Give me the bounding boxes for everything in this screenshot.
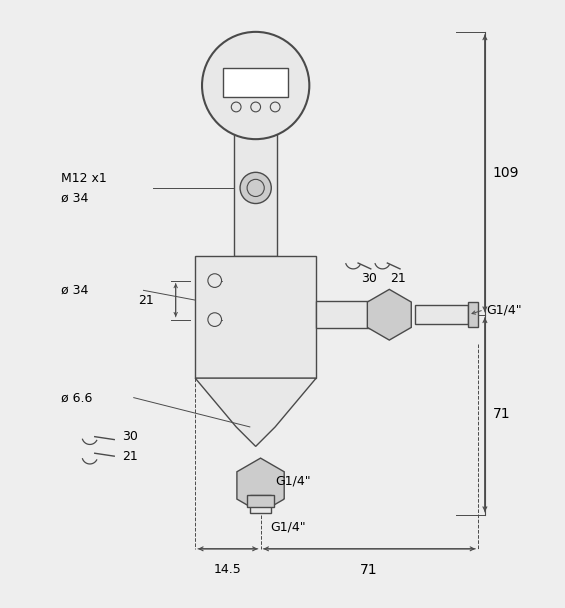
Text: M12 x1: M12 x1 [60, 171, 106, 185]
Circle shape [231, 102, 241, 112]
Bar [247, 495, 274, 507]
Circle shape [208, 313, 221, 326]
Text: G1/4": G1/4" [270, 521, 306, 534]
Bar [415, 305, 468, 325]
Circle shape [251, 102, 260, 112]
Circle shape [202, 32, 309, 139]
Polygon shape [237, 458, 284, 513]
Text: 30: 30 [122, 430, 138, 443]
Text: 21: 21 [138, 294, 154, 306]
Bar [468, 302, 478, 328]
Bar [224, 68, 288, 97]
Text: 71: 71 [493, 407, 510, 421]
Text: G1/4": G1/4" [275, 474, 311, 487]
Text: G1/4": G1/4" [486, 303, 521, 316]
Circle shape [270, 102, 280, 112]
Text: ø 6.6: ø 6.6 [60, 391, 92, 404]
Text: 109: 109 [493, 167, 519, 181]
Text: 14.5: 14.5 [214, 564, 241, 576]
Bar [250, 495, 271, 513]
Bar [195, 256, 316, 378]
Circle shape [240, 172, 271, 204]
Text: 21: 21 [390, 272, 406, 285]
Polygon shape [195, 378, 316, 446]
Text: ø 34: ø 34 [60, 191, 88, 204]
Text: 21: 21 [122, 450, 138, 463]
Text: 71: 71 [360, 564, 377, 578]
Text: ø 34: ø 34 [60, 284, 88, 297]
Bar [316, 301, 375, 328]
Bar [234, 134, 277, 256]
Text: 30: 30 [361, 272, 377, 285]
Circle shape [208, 274, 221, 288]
Polygon shape [367, 289, 411, 340]
